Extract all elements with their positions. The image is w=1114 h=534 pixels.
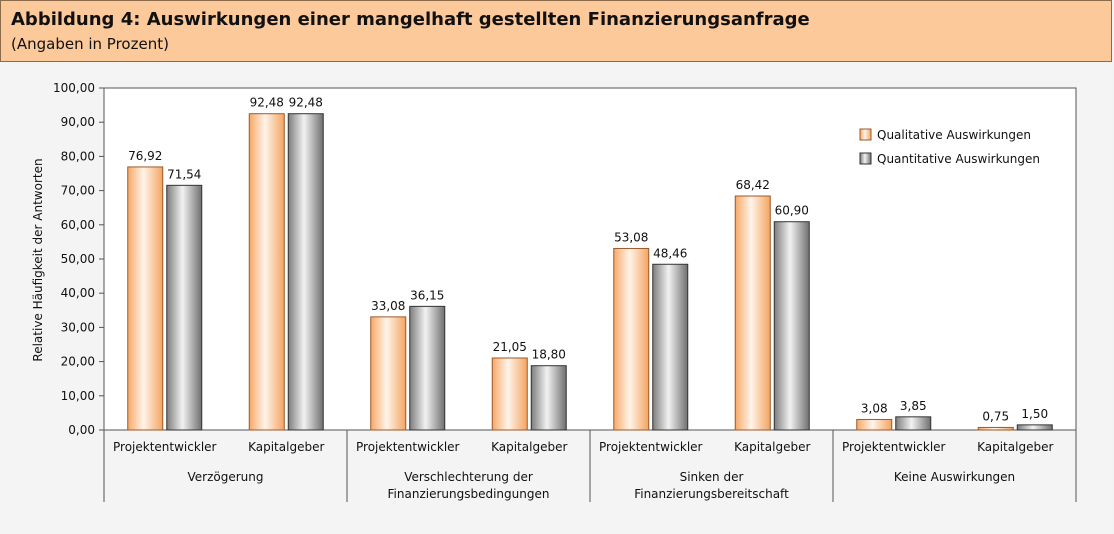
y-axis-title: Relative Häufigkeit der Antworten [31,158,45,361]
legend-label: Quantitative Auswirkungen [877,152,1040,166]
bar [248,113,285,431]
bar [895,416,932,431]
chart-panel: 0,00 10,00 20,00 30,00 40,00 50,00 60,00 70,00 8… [0,62,1112,534]
y-tick-label: 60,00 [61,218,95,232]
bar-value-label: 60,90 [775,204,809,218]
x-group-label: Keine Auswirkungen [894,470,1015,484]
x-category-label: Kapitalgeber [734,440,810,454]
bar-value-label: 18,80 [532,348,566,362]
x-category-label: Kapitalgeber [491,440,567,454]
legend-swatch [859,128,872,141]
bar-value-label: 76,92 [128,149,162,163]
bar [370,316,407,431]
y-tick-label: 50,00 [61,252,95,266]
y-tick-label: 100,00 [53,81,95,95]
y-tick-label: 80,00 [61,149,95,163]
bar [652,263,689,431]
x-category-label: Projektentwickler [842,440,946,454]
bar-value-label: 48,46 [653,246,687,260]
legend-label: Qualitative Auswirkungen [877,128,1031,142]
y-tick-label: 40,00 [61,286,95,300]
bar-value-label: 68,42 [736,178,770,192]
figure-header: Abbildung 4: Auswirkungen einer mangelha… [0,0,1112,62]
bar [1016,424,1053,431]
bar-value-label: 3,85 [900,399,927,413]
bar [773,221,810,431]
y-tick-label: 10,00 [61,389,95,403]
bar [856,418,893,431]
bar [734,195,771,431]
bar [613,247,650,431]
y-tick-label: 90,00 [61,115,95,129]
bar-value-label: 3,08 [861,401,888,415]
y-tick-label: 30,00 [61,320,95,334]
bar [166,184,203,431]
bar [409,305,446,431]
y-tick-label: 70,00 [61,184,95,198]
bar [530,365,567,431]
x-group-label: Verschlechterung der [404,470,533,484]
x-group-label: Verzögerung [188,470,264,484]
bar [491,357,528,431]
bar-value-label: 33,08 [371,299,405,313]
bar-value-label: 21,05 [493,340,527,354]
figure-subtitle: (Angaben in Prozent) [11,35,169,53]
x-group-label: Finanzierungsbereitschaft [634,487,789,501]
bar-value-label: 92,48 [289,96,323,110]
bar-value-label: 0,75 [982,409,1009,423]
x-category-label: Kapitalgeber [977,440,1053,454]
bar [287,113,324,431]
y-tick-label: 20,00 [61,355,95,369]
figure-title: Abbildung 4: Auswirkungen einer mangelha… [11,9,810,30]
x-category-label: Projektentwickler [356,440,460,454]
x-category-label: Kapitalgeber [248,440,324,454]
bar-value-label: 1,50 [1021,407,1048,421]
x-group-label: Sinken der [680,470,744,484]
legend-swatch [859,152,872,165]
bar-chart: 0,00 10,00 20,00 30,00 40,00 50,00 60,00 70,00 8… [31,81,1077,502]
bar-value-label: 92,48 [250,96,284,110]
x-group-label: Finanzierungsbedingungen [388,487,550,501]
bar-value-label: 36,15 [410,288,444,302]
bar-value-label: 53,08 [614,230,648,244]
bar [977,426,1014,431]
bar [127,166,164,431]
x-category-label: Projektentwickler [599,440,703,454]
y-tick-label: 0,00 [68,423,95,437]
bar-value-label: 71,54 [167,167,201,181]
x-category-label: Projektentwickler [113,440,217,454]
